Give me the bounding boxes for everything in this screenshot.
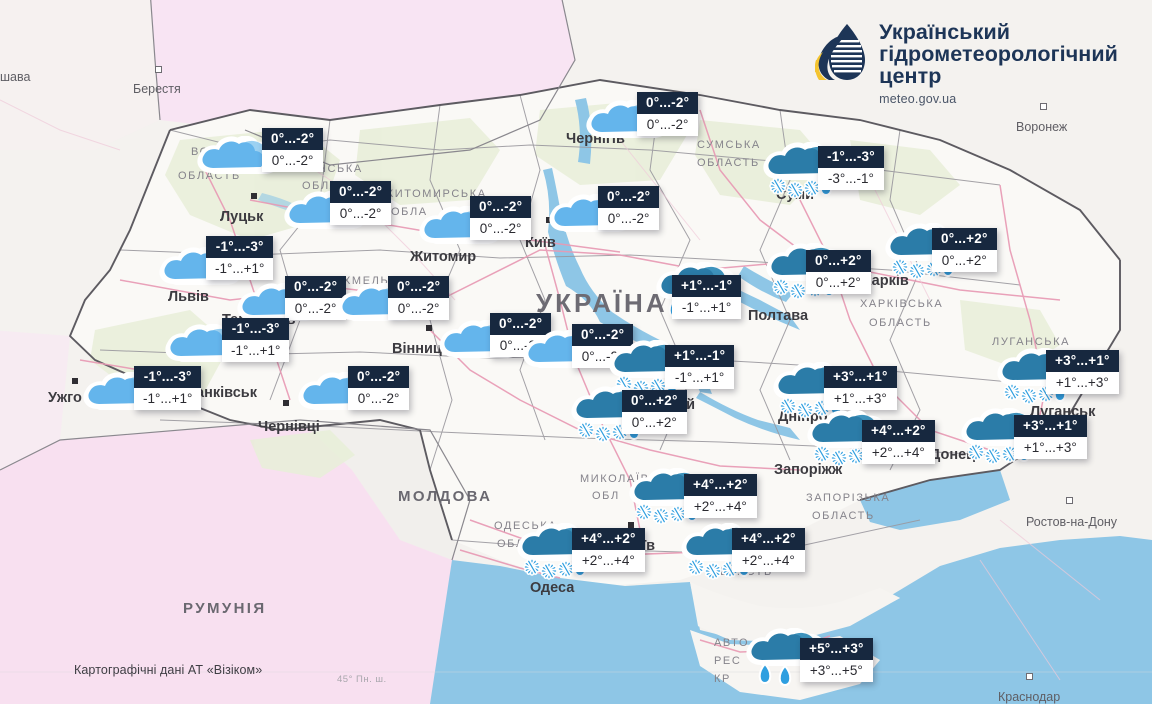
city-dot: [1066, 497, 1073, 504]
day-temperature-kirovohrad-n: -1°...+1°: [665, 367, 735, 389]
night-temperature-zakarpattia: -1°...-3°: [134, 366, 202, 388]
forecast-card-rivne[interactable]: 0°...-2° 0°...-2°: [330, 181, 392, 225]
night-temperature-vinnytsia: 0°...-2°: [490, 313, 552, 335]
day-temperature-mykolaiv: +2°...+4°: [684, 496, 757, 518]
forecast-card-kharkiv-e[interactable]: 0°...+2° 0°...+2°: [932, 228, 997, 272]
forecast-card-lviv[interactable]: -1°...-3° -1°...+1°: [206, 236, 274, 280]
night-temperature-ivano: -1°...-3°: [222, 318, 290, 340]
day-temperature-kirovohrad: 0°...+2°: [622, 412, 687, 434]
night-temperature-kirovohrad-n: +1°...-1°: [665, 345, 735, 367]
day-temperature-kharkiv: 0°...+2°: [806, 272, 871, 294]
day-temperature-ivano: -1°...+1°: [222, 340, 290, 362]
day-temperature-kharkiv-e: 0°...+2°: [932, 250, 997, 272]
day-temperature-kyiv: 0°...-2°: [598, 208, 660, 230]
night-temperature-zhytomyr: 0°...-2°: [470, 196, 532, 218]
forecast-card-kirovohrad-n[interactable]: +1°...-1° -1°...+1°: [665, 345, 735, 389]
night-temperature-mykolaiv: +4°...+2°: [684, 474, 757, 496]
logo-line-3: центр: [879, 63, 942, 88]
city-dot: [546, 217, 552, 223]
forecast-card-kharkiv[interactable]: 0°...+2° 0°...+2°: [806, 250, 871, 294]
day-temperature-ternopil: 0°...-2°: [285, 298, 347, 320]
city-dot: [1026, 673, 1033, 680]
day-temperature-crimea: +3°...+5°: [800, 660, 873, 682]
day-temperature-luhansk: +1°...+3°: [1046, 372, 1119, 394]
night-temperature-crimea: +5°...+3°: [800, 638, 873, 660]
day-temperature-sumy: -3°...-1°: [818, 168, 884, 190]
night-temperature-dnipro: +3°...+1°: [824, 366, 897, 388]
city-dot: [1040, 103, 1047, 110]
night-temperature-zaporizhzhia: +4°...+2°: [862, 420, 935, 442]
day-temperature-zakarpattia: -1°...+1°: [134, 388, 202, 410]
forecast-card-donetsk[interactable]: +3°...+1° +1°...+3°: [1014, 415, 1087, 459]
forecast-card-crimea[interactable]: +5°...+3° +3°...+5°: [800, 638, 873, 682]
forecast-card-luhansk[interactable]: +3°...+1° +1°...+3°: [1046, 350, 1119, 394]
forecast-card-zakarpattia[interactable]: -1°...-3° -1°...+1°: [134, 366, 202, 410]
day-temperature-zhytomyr: 0°...-2°: [470, 218, 532, 240]
night-temperature-kherson: +4°...+2°: [732, 528, 805, 550]
day-temperature-volyn: 0°...-2°: [262, 150, 324, 172]
forecast-card-chernivtsi[interactable]: 0°...-2° 0°...-2°: [348, 366, 410, 410]
night-temperature-lviv: -1°...-3°: [206, 236, 274, 258]
night-temperature-poltava-nw: +1°...-1°: [672, 275, 742, 297]
night-temperature-kharkiv: 0°...+2°: [806, 250, 871, 272]
forecast-card-kirovohrad[interactable]: 0°...+2° 0°...+2°: [622, 390, 687, 434]
night-temperature-kyiv: 0°...-2°: [598, 186, 660, 208]
night-temperature-volyn: 0°...-2°: [262, 128, 324, 150]
forecast-card-khmelnytskyi[interactable]: 0°...-2° 0°...-2°: [388, 276, 450, 320]
city-dot: [72, 378, 78, 384]
night-temperature-ternopil: 0°...-2°: [285, 276, 347, 298]
forecast-card-kyiv[interactable]: 0°...-2° 0°...-2°: [598, 186, 660, 230]
water-drop-logo-icon: [815, 24, 866, 80]
night-temperature-chernivtsi: 0°...-2°: [348, 366, 410, 388]
day-temperature-lviv: -1°...+1°: [206, 258, 274, 280]
logo: Український гідрометеорологічний центр m…: [815, 20, 1118, 106]
forecast-card-dnipro[interactable]: +3°...+1° +1°...+3°: [824, 366, 897, 410]
forecast-card-poltava-nw[interactable]: +1°...-1° -1°...+1°: [672, 275, 742, 319]
forecast-card-kherson[interactable]: +4°...+2° +2°...+4°: [732, 528, 805, 572]
day-temperature-poltava-nw: -1°...+1°: [672, 297, 742, 319]
night-temperature-kirovohrad: 0°...+2°: [622, 390, 687, 412]
night-temperature-rivne: 0°...-2°: [330, 181, 392, 203]
logo-website: meteo.gov.ua: [879, 91, 957, 106]
forecast-card-volyn[interactable]: 0°...-2° 0°...-2°: [262, 128, 324, 172]
city-dot: [426, 325, 432, 331]
forecast-card-mykolaiv[interactable]: +4°...+2° +2°...+4°: [684, 474, 757, 518]
forecast-card-zhytomyr[interactable]: 0°...-2° 0°...-2°: [470, 196, 532, 240]
city-dot: [155, 66, 162, 73]
night-temperature-sumy: -1°...-3°: [818, 146, 884, 168]
day-temperature-dnipro: +1°...+3°: [824, 388, 897, 410]
forecast-card-ternopil[interactable]: 0°...-2° 0°...-2°: [285, 276, 347, 320]
logo-line-1: Український: [879, 20, 1011, 44]
night-temperature-khmelnytskyi: 0°...-2°: [388, 276, 450, 298]
forecast-card-odesa[interactable]: +4°...+2° +2°...+4°: [572, 528, 645, 572]
forecast-card-ivano[interactable]: -1°...-3° -1°...+1°: [222, 318, 290, 362]
day-temperature-khmelnytskyi: 0°...-2°: [388, 298, 450, 320]
city-dot: [628, 522, 634, 528]
night-temperature-luhansk: +3°...+1°: [1046, 350, 1119, 372]
logo-line-2: гідрометеорологічний: [879, 41, 1118, 66]
city-dot: [251, 193, 257, 199]
day-temperature-zaporizhzhia: +2°...+4°: [862, 442, 935, 464]
night-temperature-kyiv-north: 0°...-2°: [637, 92, 699, 114]
night-temperature-kharkiv-e: 0°...+2°: [932, 228, 997, 250]
night-temperature-donetsk: +3°...+1°: [1014, 415, 1087, 437]
day-temperature-rivne: 0°...-2°: [330, 203, 392, 225]
day-temperature-kyiv-north: 0°...-2°: [637, 114, 699, 136]
forecast-card-kyiv-north[interactable]: 0°...-2° 0°...-2°: [637, 92, 699, 136]
day-temperature-chernivtsi: 0°...-2°: [348, 388, 410, 410]
map-attribution: Картографічні дані АТ «Візіком»: [74, 663, 263, 677]
day-temperature-donetsk: +1°...+3°: [1014, 437, 1087, 459]
city-dot: [283, 400, 289, 406]
night-temperature-cherkasy: 0°...-2°: [572, 324, 634, 346]
night-temperature-odesa: +4°...+2°: [572, 528, 645, 550]
forecast-card-zaporizhzhia[interactable]: +4°...+2° +2°...+4°: [862, 420, 935, 464]
day-temperature-odesa: +2°...+4°: [572, 550, 645, 572]
forecast-card-sumy[interactable]: -1°...-3° -3°...-1°: [818, 146, 884, 190]
day-temperature-kherson: +2°...+4°: [732, 550, 805, 572]
